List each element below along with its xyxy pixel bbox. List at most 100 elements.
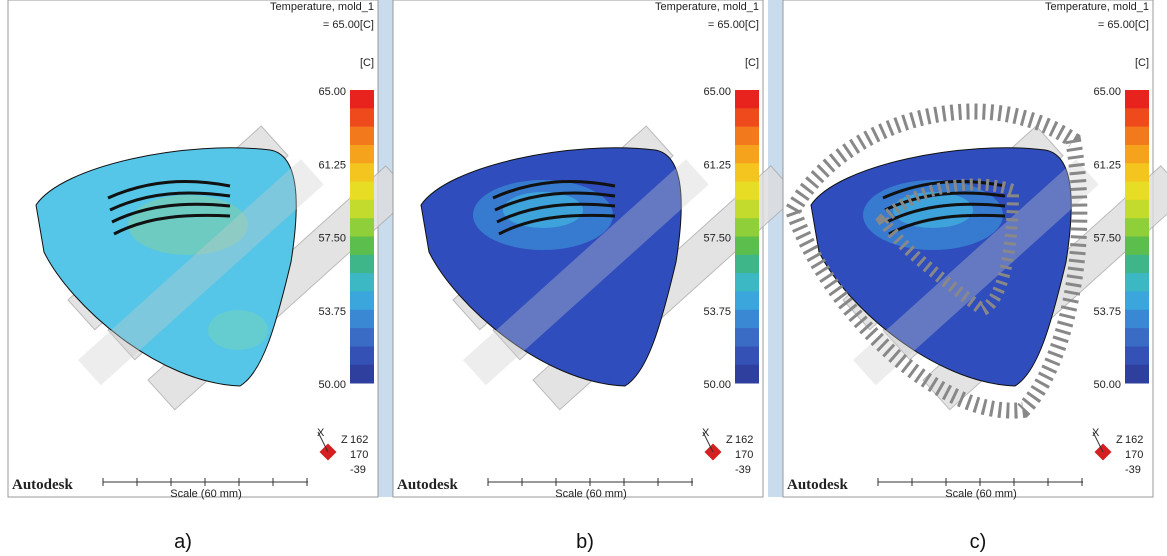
separator xyxy=(768,0,783,497)
legend-band xyxy=(735,255,759,274)
result-value: = 65.00[C] xyxy=(323,19,374,31)
triad-z: Z xyxy=(726,434,733,446)
legend-band xyxy=(735,90,759,109)
legend-band xyxy=(1125,328,1149,347)
figure: Temperature, mold_1 = 65.00[C] [C] 65.00 61.… xyxy=(0,0,1167,556)
legend-band xyxy=(735,200,759,219)
legend-tick-label: 50.00 xyxy=(318,379,346,391)
result-value: = 65.00[C] xyxy=(708,19,759,31)
legend-band xyxy=(735,273,759,292)
legend-band xyxy=(350,255,374,274)
triad-value: -39 xyxy=(735,464,751,476)
legend-band xyxy=(735,108,759,127)
triad-value: 170 xyxy=(735,449,753,461)
legend-band xyxy=(350,182,374,201)
legend-tick-label: 53.75 xyxy=(703,306,731,318)
legend-band xyxy=(735,127,759,146)
triad-value: 162 xyxy=(350,434,368,446)
triad-value: 162 xyxy=(1125,434,1143,446)
legend-unit: [C] xyxy=(1135,57,1149,69)
caption: b) xyxy=(576,531,594,553)
legend-band xyxy=(1125,200,1149,219)
legend-band xyxy=(735,346,759,365)
logo: Autodesk xyxy=(397,477,459,493)
page: {"panels": [ {"caption": "a)", "header":… xyxy=(0,0,1167,556)
legend-tick-label: 61.25 xyxy=(703,159,731,171)
panel: Temperature, mold_1 = 65.00[C] [C] 65.00 61.… xyxy=(783,0,1167,500)
triad-value: 170 xyxy=(350,449,368,461)
legend-tick-label: 57.50 xyxy=(1093,233,1121,245)
temperature-zone xyxy=(208,310,268,350)
panel: Temperature, mold_1 = 65.00[C] [C] 65.00 61.… xyxy=(393,0,798,500)
caption: c) xyxy=(970,531,987,553)
legend-band xyxy=(350,291,374,310)
legend-tick-label: 53.75 xyxy=(318,306,346,318)
legend-tick-label: 50.00 xyxy=(703,379,731,391)
legend-band xyxy=(1125,90,1149,109)
legend-band xyxy=(735,163,759,182)
legend-band xyxy=(1125,365,1149,384)
legend-band xyxy=(735,291,759,310)
result-title: Temperature, mold_1 xyxy=(1045,1,1149,13)
legend-band xyxy=(1125,291,1149,310)
legend-band xyxy=(735,310,759,329)
triad-x: X xyxy=(1092,427,1100,439)
legend-band xyxy=(1125,218,1149,237)
legend-unit: [C] xyxy=(360,57,374,69)
logo: Autodesk xyxy=(12,477,74,493)
result-title: Temperature, mold_1 xyxy=(655,1,759,13)
legend-band xyxy=(1125,145,1149,164)
scale-label: Scale (60 mm) xyxy=(945,488,1017,500)
legend-band xyxy=(350,346,374,365)
panel: Temperature, mold_1= 65.00[C][C]65.0061.… xyxy=(8,0,413,500)
triad-z: Z xyxy=(341,434,348,446)
legend-band xyxy=(350,163,374,182)
triad-x: X xyxy=(702,427,710,439)
legend-band xyxy=(350,273,374,292)
legend-band xyxy=(350,218,374,237)
caption: a) xyxy=(174,531,192,553)
legend-band xyxy=(1125,163,1149,182)
temperature-zone xyxy=(893,192,973,228)
legend-band xyxy=(735,328,759,347)
triad-value: -39 xyxy=(350,464,366,476)
scale-label: Scale (60 mm) xyxy=(555,488,627,500)
legend-band xyxy=(1125,273,1149,292)
triad-value: 162 xyxy=(735,434,753,446)
logo: Autodesk xyxy=(787,477,849,493)
triad-value: 170 xyxy=(1125,449,1143,461)
triad-x: X xyxy=(317,427,325,439)
result-value: = 65.00[C] xyxy=(1098,19,1149,31)
legend-band xyxy=(1125,255,1149,274)
legend-band xyxy=(350,90,374,109)
legend-band xyxy=(350,237,374,256)
legend-tick-label: 50.00 xyxy=(1093,379,1121,391)
legend-band xyxy=(1125,346,1149,365)
legend-band xyxy=(1125,310,1149,329)
temperature-zone xyxy=(503,192,583,228)
scale-label: Scale (60 mm) xyxy=(170,488,242,500)
legend-band xyxy=(350,145,374,164)
legend-tick-label: 65.00 xyxy=(1093,86,1121,98)
legend-tick-label: 61.25 xyxy=(318,159,346,171)
legend-band xyxy=(735,182,759,201)
triad-z: Z xyxy=(1116,434,1123,446)
legend-band xyxy=(735,145,759,164)
legend-band xyxy=(350,328,374,347)
legend-band xyxy=(1125,182,1149,201)
legend-band xyxy=(735,237,759,256)
legend-band xyxy=(735,365,759,384)
legend-band xyxy=(1125,108,1149,127)
legend-unit: [C] xyxy=(745,57,759,69)
separator xyxy=(378,0,393,497)
triad-value: -39 xyxy=(1125,464,1141,476)
legend-band xyxy=(735,218,759,237)
legend-tick-label: 65.00 xyxy=(318,86,346,98)
legend-band xyxy=(350,310,374,329)
legend-band xyxy=(350,108,374,127)
legend-band xyxy=(1125,237,1149,256)
legend-band xyxy=(1125,127,1149,146)
legend-tick-label: 53.75 xyxy=(1093,306,1121,318)
legend-tick-label: 61.25 xyxy=(1093,159,1121,171)
legend-tick-label: 65.00 xyxy=(703,86,731,98)
